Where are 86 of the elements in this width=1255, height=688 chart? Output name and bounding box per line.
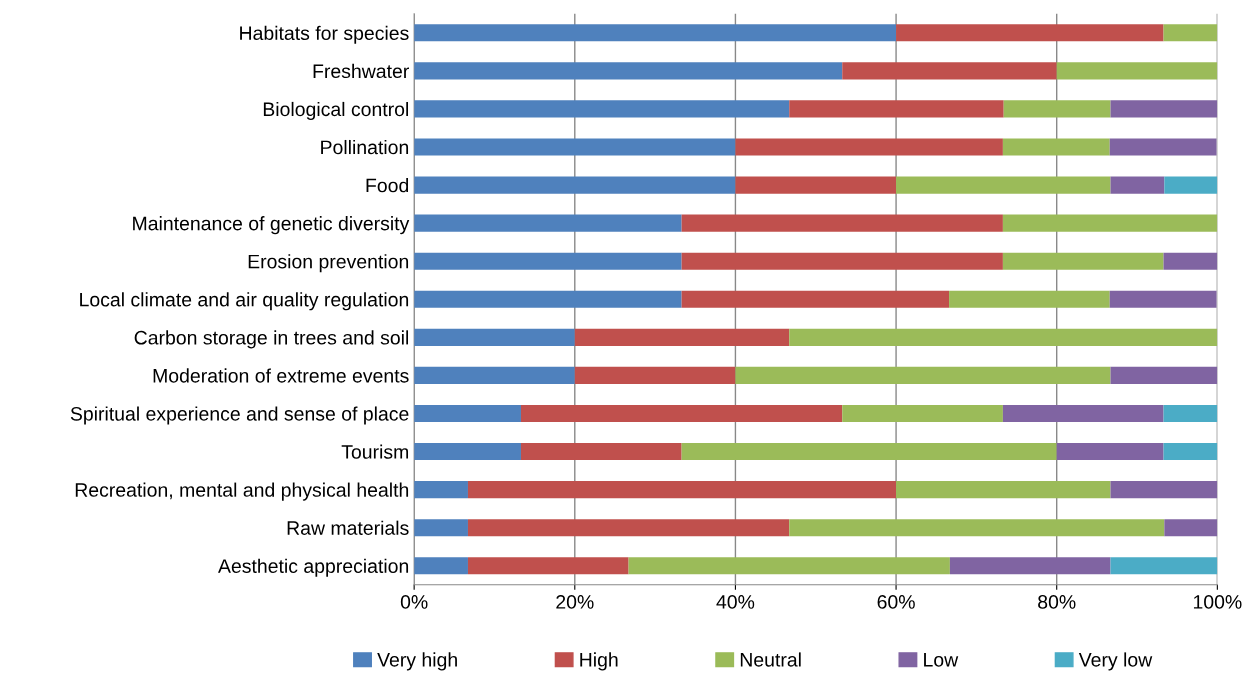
bar	[467, 481, 897, 499]
y-tick-label: Biological control	[263, 101, 408, 121]
bar	[520, 442, 682, 461]
bar	[414, 481, 468, 499]
bar	[414, 138, 736, 156]
bar	[1002, 404, 1164, 423]
bar	[628, 557, 950, 575]
y-tick-label: Spiritual experience and sense of place	[70, 406, 409, 425]
bar	[681, 290, 950, 308]
bar	[414, 442, 521, 461]
bar	[414, 328, 575, 346]
bar	[1110, 557, 1218, 575]
bar	[414, 290, 682, 308]
y-tick-label: Erosion prevention	[248, 254, 409, 273]
bar	[414, 404, 521, 423]
x-tick-label: 80%	[1038, 595, 1076, 609]
bar	[1056, 62, 1218, 80]
y-tick-label: Food	[366, 178, 409, 193]
bar	[414, 176, 736, 194]
bar	[789, 328, 1218, 346]
bar	[681, 252, 1003, 270]
legend-label: Very high	[377, 652, 457, 671]
bar	[735, 138, 1003, 156]
bar	[414, 366, 575, 384]
bar	[520, 404, 843, 423]
bar	[1163, 404, 1218, 423]
x-tick-label: 20%	[556, 595, 594, 609]
y-tick-label: Moderation of extreme events	[153, 368, 409, 383]
bar	[1164, 176, 1218, 194]
bar	[414, 252, 682, 270]
bar	[789, 100, 1004, 118]
bar	[681, 214, 1003, 232]
legend-label: Very low	[1078, 652, 1153, 671]
bar	[1002, 214, 1218, 232]
y-tick-label: Raw materials	[287, 520, 409, 535]
bar	[414, 519, 468, 537]
bar	[574, 328, 790, 346]
bar	[896, 481, 1111, 499]
bar	[842, 62, 1057, 80]
bar	[1110, 366, 1218, 384]
bar	[574, 366, 736, 384]
y-tick-label: Maintenance of genetic diversity	[133, 216, 410, 235]
bar	[842, 404, 1003, 423]
x-tick-label: 40%	[716, 595, 755, 609]
y-tick-label: Freshwater	[313, 63, 409, 79]
x-tick-label: 0%	[400, 595, 428, 609]
bar	[896, 176, 1111, 194]
bar	[949, 290, 1110, 308]
bar	[949, 557, 1111, 575]
bar	[414, 24, 897, 42]
bar	[1003, 100, 1111, 118]
bar	[1002, 252, 1164, 270]
bar	[1164, 519, 1218, 537]
y-tick-label: Aesthetic appreciation	[218, 558, 409, 577]
bar	[467, 557, 629, 575]
bar	[1002, 138, 1110, 156]
bar	[414, 557, 468, 575]
y-tick-label: Recreation, mental and physical health	[75, 482, 409, 501]
bar	[735, 366, 1111, 384]
y-tick-label: Local climate and air quality regulation	[80, 292, 409, 311]
bar	[1163, 24, 1218, 42]
y-tick-label: Tourism	[341, 444, 409, 459]
bar	[1110, 481, 1218, 499]
bar	[1056, 442, 1164, 461]
bar	[1109, 138, 1217, 156]
x-tick-label: 100%	[1193, 595, 1242, 609]
y-tick-label: Habitats for species	[240, 25, 409, 44]
bar	[467, 519, 790, 537]
bar	[414, 100, 790, 118]
bar	[789, 519, 1165, 537]
bar	[414, 62, 843, 80]
bar	[414, 214, 682, 232]
legend-label: Low	[924, 653, 959, 667]
bar	[1110, 176, 1165, 194]
bar	[1109, 290, 1217, 308]
legend-label: Neutral	[740, 652, 801, 667]
x-tick-label: 60%	[877, 595, 915, 609]
y-tick-label: Pollination	[321, 139, 409, 155]
y-tick-label: Carbon storage in trees and soil	[134, 330, 409, 349]
bar	[1110, 100, 1218, 118]
bar	[1163, 252, 1218, 270]
bar	[735, 176, 897, 194]
legend-label: High	[580, 652, 618, 671]
bar	[681, 442, 1057, 461]
bar	[896, 24, 1164, 42]
bar	[1163, 442, 1218, 461]
